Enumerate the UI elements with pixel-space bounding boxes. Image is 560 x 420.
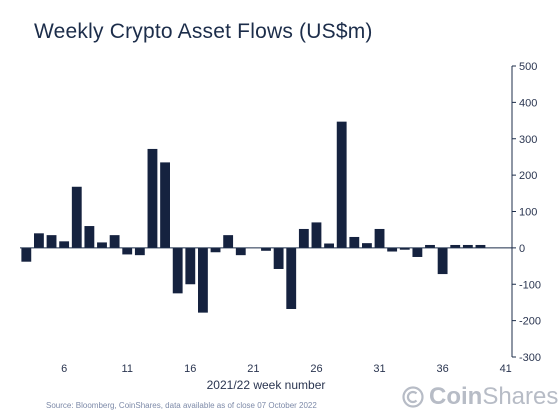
brand-name: CoinShares bbox=[429, 383, 559, 410]
bar-week-7 bbox=[71, 186, 82, 248]
coinshares-logo: CoinShares bbox=[402, 383, 558, 411]
bar-week-14 bbox=[160, 162, 170, 248]
bar-week-32 bbox=[387, 247, 398, 252]
bar-week-39 bbox=[475, 244, 486, 248]
y-tick-label: 500 bbox=[519, 61, 537, 73]
bar-week-31 bbox=[374, 228, 385, 248]
x-axis-ticks: 6 11 16 21 26 31 36 41 bbox=[61, 363, 512, 375]
bar-week-10 bbox=[109, 235, 120, 248]
y-tick-label: 0 bbox=[519, 243, 525, 255]
bar-week-9 bbox=[97, 242, 107, 248]
coinshares-logo-icon bbox=[402, 386, 424, 408]
source-note: Source: Bloomberg, CoinShares, data avai… bbox=[46, 401, 317, 410]
bar-week-3 bbox=[21, 247, 32, 262]
y-tick-label: 200 bbox=[519, 170, 537, 182]
y-tick-label: 400 bbox=[519, 97, 537, 109]
bar-week-26 bbox=[311, 222, 322, 248]
bar-week-33 bbox=[399, 247, 410, 250]
y-tick-label: 100 bbox=[519, 207, 537, 219]
x-tick-label: 11 bbox=[122, 363, 133, 375]
y-tick-label: -200 bbox=[519, 316, 541, 328]
bar-week-5 bbox=[46, 235, 57, 248]
chart-title: Weekly Crypto Asset Flows (US$m) bbox=[34, 20, 373, 43]
bar-week-27 bbox=[324, 243, 334, 248]
x-tick-label: 26 bbox=[310, 363, 322, 375]
bar-week-24 bbox=[286, 247, 297, 309]
y-tick-label: -300 bbox=[519, 352, 541, 364]
bar-week-19 bbox=[223, 235, 234, 248]
x-tick-label: 31 bbox=[373, 363, 385, 375]
bar-week-13 bbox=[147, 148, 158, 248]
bars-group bbox=[21, 121, 486, 313]
x-tick-label: 36 bbox=[436, 363, 448, 375]
bar-week-17 bbox=[198, 247, 208, 313]
bar-week-8 bbox=[84, 226, 95, 248]
bar-week-34 bbox=[412, 247, 423, 257]
x-tick-label: 6 bbox=[61, 363, 67, 375]
bar-week-29 bbox=[349, 236, 360, 248]
bar-week-11 bbox=[122, 247, 133, 255]
bar-week-23 bbox=[273, 247, 284, 269]
bar-week-25 bbox=[298, 228, 309, 248]
bar-week-18 bbox=[210, 247, 221, 253]
bar-week-30 bbox=[362, 243, 372, 248]
bar-week-22 bbox=[261, 247, 271, 251]
bar-week-12 bbox=[134, 247, 145, 256]
bar-week-35 bbox=[425, 244, 435, 248]
x-axis-label: 2021/22 week number bbox=[207, 378, 326, 392]
bar-week-37 bbox=[450, 244, 461, 248]
bar-week-16 bbox=[185, 247, 196, 285]
x-tick-label: 16 bbox=[184, 363, 196, 375]
bar-week-4 bbox=[34, 233, 44, 248]
bar-week-28 bbox=[336, 121, 347, 248]
bar-week-20 bbox=[235, 247, 246, 256]
bar-week-36 bbox=[437, 247, 448, 275]
bar-week-38 bbox=[462, 244, 473, 248]
y-axis-ticks: 500 400 300 200 100 0 -100 -200 -300 bbox=[512, 61, 541, 364]
x-tick-label: 41 bbox=[500, 363, 512, 375]
y-tick-label: -100 bbox=[519, 279, 541, 291]
bar-week-15 bbox=[172, 247, 183, 294]
y-tick-label: 300 bbox=[519, 134, 537, 146]
x-tick-label: 21 bbox=[247, 363, 259, 375]
bar-week-6 bbox=[59, 241, 70, 248]
